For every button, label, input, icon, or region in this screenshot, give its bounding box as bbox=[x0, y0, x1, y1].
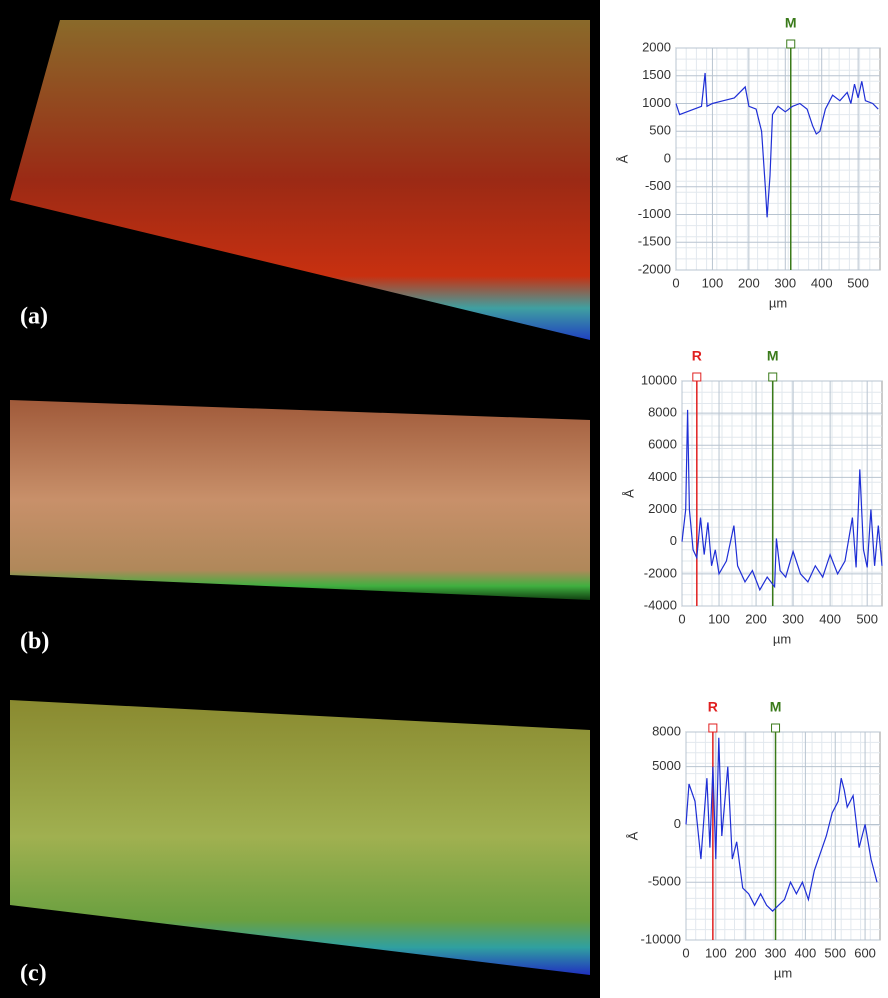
panel-label: (b) bbox=[20, 629, 49, 655]
y-tick-label: 0 bbox=[664, 150, 671, 165]
data-line bbox=[675, 72, 879, 218]
y-tick-label: 1000 bbox=[642, 95, 671, 110]
x-axis-label: µm bbox=[774, 965, 792, 980]
marker-label: M bbox=[767, 348, 779, 364]
y-tick-label: -1000 bbox=[638, 206, 671, 221]
marker-handle bbox=[708, 723, 718, 733]
y-tick-label: 500 bbox=[649, 123, 671, 138]
y-tick-label: 8000 bbox=[648, 405, 677, 420]
y-tick-label: 6000 bbox=[648, 437, 677, 452]
y-tick-label: 0 bbox=[670, 533, 677, 548]
surface-b bbox=[10, 400, 590, 600]
panel-label: (a) bbox=[20, 304, 48, 330]
y-tick-label: 0 bbox=[674, 816, 681, 831]
y-tick-label: 5000 bbox=[652, 758, 681, 773]
x-tick-label: 400 bbox=[795, 945, 817, 960]
y-tick-label: 2000 bbox=[642, 39, 671, 54]
y-tick-label: -4000 bbox=[644, 597, 677, 612]
x-axis-label: µm bbox=[769, 295, 787, 310]
x-tick-label: 300 bbox=[782, 611, 804, 626]
x-tick-label: 500 bbox=[824, 945, 846, 960]
y-tick-label: 8000 bbox=[652, 723, 681, 738]
marker-label: R bbox=[708, 699, 718, 715]
x-tick-label: 300 bbox=[765, 945, 787, 960]
x-tick-label: 100 bbox=[702, 275, 724, 290]
x-tick-label: 400 bbox=[819, 611, 841, 626]
y-tick-label: -10000 bbox=[641, 931, 681, 946]
panel-label: (c) bbox=[20, 961, 47, 987]
x-tick-label: 0 bbox=[672, 275, 679, 290]
x-tick-label: 100 bbox=[708, 611, 730, 626]
y-tick-label: -1500 bbox=[638, 234, 671, 249]
y-axis-label: Å bbox=[621, 489, 636, 498]
surface-c bbox=[10, 700, 590, 975]
marker-label: M bbox=[770, 699, 782, 715]
x-tick-label: 600 bbox=[854, 945, 876, 960]
y-axis-label: Å bbox=[625, 831, 640, 840]
marker-label: M bbox=[785, 15, 797, 31]
x-tick-label: 200 bbox=[735, 945, 757, 960]
data-line bbox=[685, 737, 878, 912]
y-tick-label: -2000 bbox=[638, 261, 671, 276]
surface-a bbox=[10, 20, 590, 340]
y-tick-label: -500 bbox=[645, 178, 671, 193]
x-tick-label: 0 bbox=[678, 611, 685, 626]
x-axis-label: µm bbox=[773, 631, 791, 646]
marker-handle bbox=[771, 723, 781, 733]
x-tick-label: 200 bbox=[745, 611, 767, 626]
x-tick-label: 100 bbox=[705, 945, 727, 960]
y-tick-label: 10000 bbox=[641, 372, 677, 387]
x-tick-label: 500 bbox=[847, 275, 869, 290]
y-tick-label: -2000 bbox=[644, 565, 677, 580]
y-tick-label: 4000 bbox=[648, 469, 677, 484]
x-tick-label: 500 bbox=[856, 611, 878, 626]
data-line bbox=[681, 409, 883, 592]
x-tick-label: 0 bbox=[682, 945, 689, 960]
marker-handle bbox=[692, 372, 702, 382]
marker-handle bbox=[786, 39, 796, 49]
marker-label: R bbox=[692, 348, 702, 364]
y-tick-label: 2000 bbox=[648, 501, 677, 516]
y-tick-label: 1500 bbox=[642, 67, 671, 82]
x-tick-label: 300 bbox=[774, 275, 796, 290]
y-tick-label: -5000 bbox=[648, 874, 681, 889]
marker-handle bbox=[768, 372, 778, 382]
y-axis-label: Å bbox=[615, 154, 630, 163]
x-tick-label: 400 bbox=[811, 275, 833, 290]
x-tick-label: 200 bbox=[738, 275, 760, 290]
